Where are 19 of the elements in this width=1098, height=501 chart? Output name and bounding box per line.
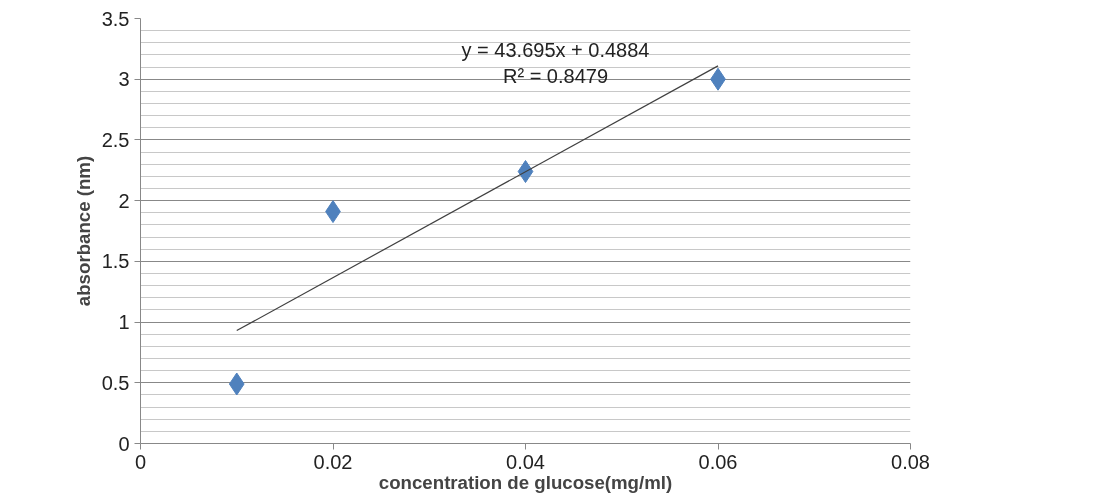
x-tick-label: 0 <box>134 450 147 473</box>
y-tick-label: 3 <box>118 68 130 91</box>
point <box>517 160 534 183</box>
y-tick-label: 0 <box>118 432 130 455</box>
x-tick-label: 0.06 <box>698 450 738 473</box>
annotation: y = 43.695x + 0.4884 <box>461 38 650 61</box>
y-axis-title: absorbance (nm) <box>72 155 94 307</box>
y-tick-label: 3.5 <box>101 7 130 30</box>
y-tick-label: 0.5 <box>101 371 130 394</box>
annotation: R² = 0.8479 <box>502 64 609 87</box>
x-tick-label: 0.08 <box>891 450 930 473</box>
x-axis-title: concentration de glucose(mg/ml) <box>378 471 673 493</box>
y-tick-label: 1 <box>118 311 130 334</box>
x-tick-label: 0.02 <box>313 450 353 473</box>
y-tick-label: 2 <box>118 189 130 212</box>
x-tick-label: 0.04 <box>506 450 545 473</box>
y-tick-label: 2.5 <box>101 128 130 151</box>
point <box>228 372 245 396</box>
y-tick-label: 1.5 <box>101 250 130 273</box>
